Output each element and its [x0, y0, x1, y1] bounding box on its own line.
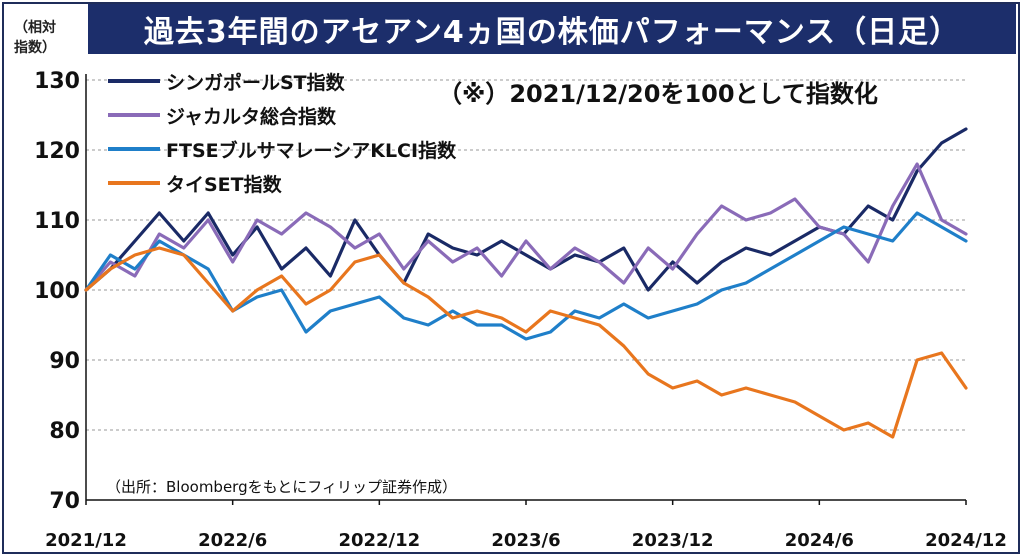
x-tick-label: 2024/12	[925, 530, 1007, 551]
y-tick-label: 110	[34, 209, 80, 234]
legend-item-singapore: シンガポールST指数	[108, 64, 456, 98]
y-tick-label: 120	[34, 139, 80, 164]
legend-swatch-malaysia	[108, 147, 160, 151]
y-tick-label: 70	[49, 489, 80, 514]
y-tick-label: 130	[34, 69, 80, 94]
chart-title: 過去3年間のアセアン4ヵ国の株価パフォーマンス（日足）	[88, 4, 1016, 54]
legend-item-thailand: タイSET指数	[108, 166, 456, 200]
x-tick-label: 2021/12	[45, 530, 127, 551]
legend-swatch-thailand	[108, 181, 160, 185]
legend-label-thailand: タイSET指数	[166, 173, 282, 196]
y-tick-label: 100	[34, 279, 80, 304]
x-tick-label: 2023/12	[632, 530, 714, 551]
source-note: （出所：Bloombergをもとにフィリップ証券作成）	[106, 478, 458, 496]
x-tick-label: 2022/12	[338, 530, 420, 551]
legend-swatch-jakarta	[108, 113, 160, 117]
legend-swatch-singapore	[108, 79, 160, 83]
y-unit-line1: （相対	[14, 20, 56, 36]
y-tick-label: 90	[49, 349, 80, 374]
legend-item-jakarta: ジャカルタ総合指数	[108, 98, 456, 132]
series-line-thailand	[84, 246, 968, 439]
legend-label-malaysia: FTSEブルサマレーシアKLCI指数	[166, 139, 457, 162]
x-tick-label: 2024/6	[785, 530, 854, 551]
legend-label-jakarta: ジャカルタ総合指数	[166, 105, 337, 128]
legend: シンガポールST指数 ジャカルタ総合指数 FTSEブルサマレーシアKLCI指数 …	[108, 64, 456, 200]
y-tick-label: 80	[49, 419, 80, 444]
y-unit-line2: 指数）	[14, 40, 56, 56]
legend-label-singapore: シンガポールST指数	[166, 71, 345, 94]
index-note: （※）2021/12/20を100として指数化	[438, 80, 878, 108]
legend-item-malaysia: FTSEブルサマレーシアKLCI指数	[108, 132, 456, 166]
y-axis-unit-label: （相対 指数）	[14, 18, 56, 58]
x-tick-label: 2022/6	[198, 530, 267, 551]
series-line-jakarta	[84, 162, 968, 292]
x-tick-label: 2023/6	[491, 530, 560, 551]
